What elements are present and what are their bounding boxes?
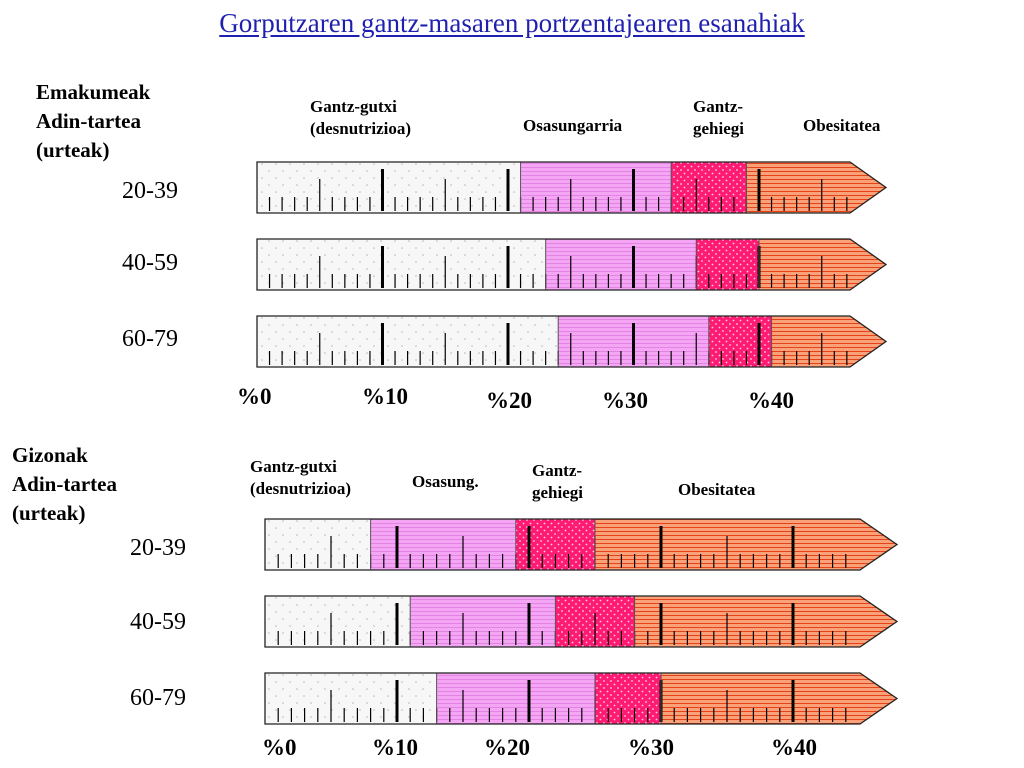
category-line: Osasungarria: [523, 116, 623, 135]
category-line: gehiegi: [693, 119, 744, 138]
women-percent-label: %40: [748, 388, 794, 413]
women-percent-label: %30: [602, 388, 648, 413]
men-healthy-segment: [410, 596, 556, 647]
men-underweight-segment: [265, 596, 411, 647]
men-percent-label: %20: [484, 735, 530, 760]
women-heading: Emakumeak Adin-tartea (urteak): [36, 78, 150, 165]
page-title: Gorputzaren gantz-masaren portzentajeare…: [219, 8, 805, 38]
category-line: Obesitatea: [803, 116, 881, 135]
men-category-obese: Obesitatea: [678, 479, 755, 501]
men-percent-label: %30: [628, 735, 674, 760]
women-age-label: 40-59: [122, 250, 178, 276]
women-arrow-tip: [850, 239, 886, 290]
men-arrow-tip: [860, 596, 897, 647]
women-obese-segment: [759, 239, 850, 290]
men-age-label: 20-39: [130, 535, 186, 561]
women-heading-line: (urteak): [36, 138, 110, 162]
category-line: Gantz-: [532, 461, 583, 480]
men-healthy-segment: [370, 519, 516, 570]
women-age-label: 60-79: [122, 326, 178, 352]
category-line: (desnutrizioa): [310, 119, 412, 138]
men-underweight-segment: [265, 673, 437, 724]
men-category-underweight: Gantz-gutxi (desnutrizioa): [250, 456, 351, 500]
women-arrow-tip: [850, 162, 886, 213]
women-scale-outline: [256, 161, 888, 214]
men-percent-label: %10: [372, 735, 418, 760]
men-scale-outline: [264, 518, 899, 571]
men-obese-segment: [634, 596, 860, 647]
men-obese-segment: [661, 673, 860, 724]
category-line: Gantz-: [693, 97, 744, 116]
women-percent-label: %0: [237, 384, 272, 409]
category-line: gehiegi: [532, 483, 583, 502]
men-heading-line: (urteak): [12, 501, 86, 525]
category-line: Gantz-gutxi: [310, 97, 397, 116]
men-scale-outline: [264, 672, 899, 725]
men-category-healthy: Osasung.: [412, 471, 479, 493]
women-percent-label: %20: [486, 388, 532, 413]
women-overfat-segment: [708, 316, 772, 367]
women-underweight-segment: [257, 239, 546, 290]
women-category-healthy: Osasungarria: [523, 115, 622, 137]
women-scale-outline: [256, 315, 888, 368]
men-arrow-tip: [860, 673, 897, 724]
women-overfat-segment: [696, 239, 759, 290]
category-line: Obesitatea: [678, 480, 756, 499]
women-underweight-segment: [257, 162, 521, 213]
women-heading-line: Emakumeak: [36, 80, 151, 104]
women-percent-label: %10: [362, 384, 408, 409]
men-category-overfat: Gantz- gehiegi: [532, 460, 583, 504]
women-scale-outline: [256, 238, 888, 291]
category-line: Gantz-gutxi: [250, 457, 337, 476]
men-arrow-tip: [860, 519, 897, 570]
men-age-label: 40-59: [130, 609, 186, 635]
men-scale-outline: [264, 595, 899, 648]
women-obese-segment: [771, 316, 850, 367]
women-category-overfat: Gantz- gehiegi: [693, 96, 744, 140]
women-obese-segment: [746, 162, 850, 213]
category-line: (desnutrizioa): [250, 479, 352, 498]
women-heading-line: Adin-tartea: [36, 109, 141, 133]
men-heading-line: Gizonak: [12, 443, 88, 467]
men-heading-line: Adin-tartea: [12, 472, 117, 496]
women-arrow-tip: [850, 316, 886, 367]
men-age-label: 60-79: [130, 685, 186, 711]
women-category-underweight: Gantz-gutxi (desnutrizioa): [310, 96, 411, 140]
women-age-label: 20-39: [122, 178, 178, 204]
men-overfat-segment: [595, 673, 661, 724]
men-heading: Gizonak Adin-tartea (urteak): [12, 441, 117, 528]
women-category-obese: Obesitatea: [803, 115, 880, 137]
men-percent-label: %40: [771, 735, 817, 760]
men-percent-label: %0: [262, 735, 297, 760]
category-line: Osasung.: [412, 472, 479, 491]
